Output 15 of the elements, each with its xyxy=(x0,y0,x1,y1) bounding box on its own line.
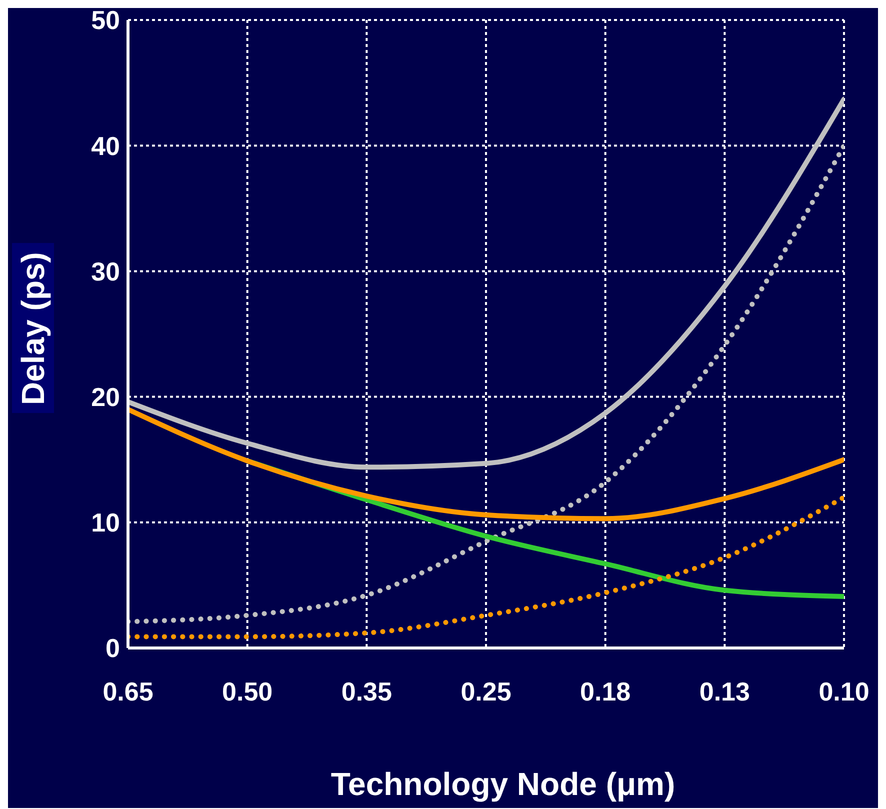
y-tick-label: 30 xyxy=(91,256,120,286)
y-tick-label: 0 xyxy=(106,633,120,664)
y-tick-label: 10 xyxy=(91,508,120,538)
y-tick-label: 20 xyxy=(91,382,120,412)
y-tick-label: 40 xyxy=(91,130,120,161)
x-tick-label: 0.65 xyxy=(102,676,154,706)
y-axis-title: Delay (ps) xyxy=(14,252,52,404)
y-tick-label: 50 xyxy=(91,5,120,36)
x-tick-label: 0.13 xyxy=(699,676,750,706)
x-axis-title: Technology Node (μm) xyxy=(330,766,676,803)
x-tick-label: 0.18 xyxy=(580,676,631,706)
x-tick-label: 0.35 xyxy=(341,676,392,706)
x-tick-label: 0.25 xyxy=(460,676,512,706)
x-tick-label: 0.10 xyxy=(818,676,870,706)
x-tick-label: 0.50 xyxy=(222,676,273,706)
